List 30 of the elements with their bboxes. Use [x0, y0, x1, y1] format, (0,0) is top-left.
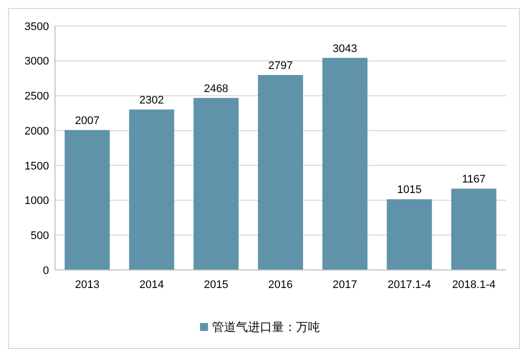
x-tick-label: 2013 — [74, 279, 100, 291]
x-tick-label: 2014 — [139, 279, 164, 291]
legend-label: 管道气进口量：万吨 — [212, 320, 320, 334]
bar — [386, 199, 432, 270]
y-tick-label: 2000 — [24, 125, 49, 138]
bar — [322, 58, 368, 270]
y-tick-label: 3000 — [24, 56, 49, 68]
data-label: 2797 — [268, 60, 293, 72]
data-label: 2468 — [204, 82, 228, 95]
x-tick-label: 2017 — [332, 279, 358, 291]
y-tick-label: 500 — [30, 230, 49, 242]
y-tick-label: 0 — [42, 264, 49, 277]
bar — [64, 130, 110, 270]
bar — [129, 110, 174, 270]
y-tick-label: 1000 — [24, 195, 49, 208]
y-tick-label: 1500 — [24, 160, 49, 172]
bar — [451, 188, 496, 270]
x-tick-label: 2017.1-4 — [388, 279, 432, 291]
data-label: 2302 — [139, 94, 164, 107]
bar — [194, 98, 239, 270]
data-label: 2007 — [74, 115, 100, 128]
bar — [258, 75, 304, 270]
data-label: 1167 — [462, 174, 486, 186]
y-tick-label: 3500 — [24, 20, 49, 33]
data-label: 3043 — [332, 42, 358, 55]
x-tick-label: 2018.1-4 — [452, 279, 496, 291]
y-tick-label: 2500 — [24, 90, 49, 103]
data-label: 1015 — [397, 184, 422, 196]
x-tick-label: 2015 — [204, 279, 228, 291]
x-tick-label: 2016 — [268, 279, 293, 291]
